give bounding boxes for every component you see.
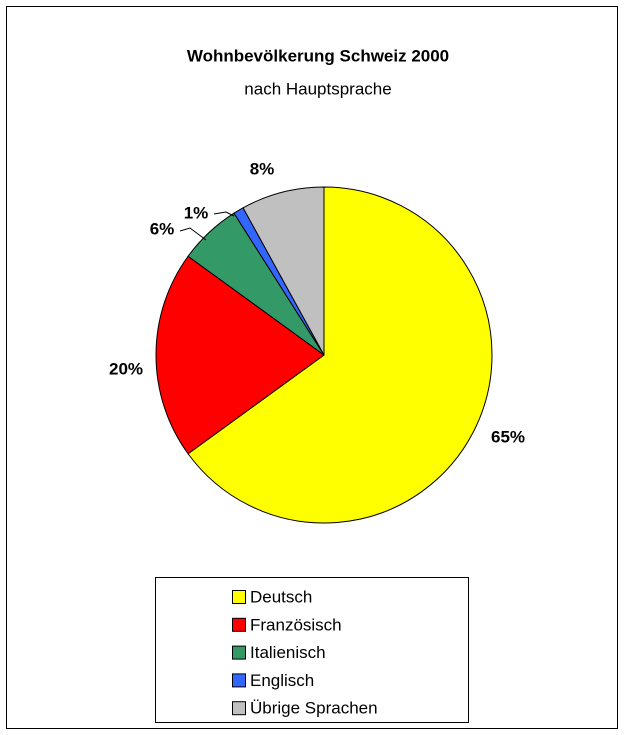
legend-label: Französisch <box>250 615 342 634</box>
leader-line <box>213 211 235 217</box>
legend-swatch <box>232 701 246 716</box>
data-label: 6% <box>150 219 175 238</box>
data-label: 65% <box>491 427 525 446</box>
legend-swatch <box>232 590 246 604</box>
leader-line <box>179 227 207 241</box>
pie-slice <box>187 186 493 524</box>
data-label: 8% <box>250 159 275 178</box>
data-label: 20% <box>109 359 143 378</box>
chart-title: Wohnbevölkerung Schweiz 2000 <box>187 46 449 65</box>
chart-subtitle: nach Hauptsprache <box>244 79 391 98</box>
legend-label: Deutsch <box>250 587 312 606</box>
legend-swatch <box>232 617 246 632</box>
pie-slice <box>155 255 325 455</box>
legend-label: Übrige Sprachen <box>250 699 378 718</box>
data-label: 1% <box>184 203 209 222</box>
legend-box <box>155 577 469 723</box>
legend-swatch <box>232 673 246 688</box>
legend-label: Englisch <box>250 671 314 690</box>
legend-swatch <box>232 645 246 660</box>
pie-slice <box>242 186 325 356</box>
legend-label: Italienisch <box>250 643 326 662</box>
